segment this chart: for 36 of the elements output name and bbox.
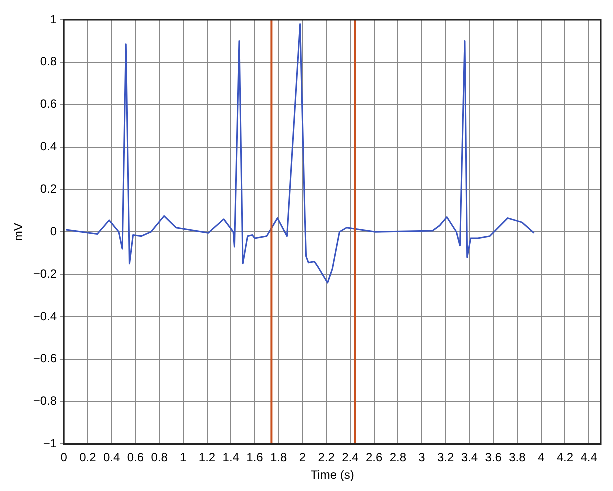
- x-tick-label: 1: [180, 450, 188, 465]
- x-tick-label: 1.8: [270, 450, 288, 465]
- x-tick-label: 1.6: [246, 450, 264, 465]
- y-tick-label: 0.6: [40, 97, 58, 112]
- x-tick-label: 0.8: [151, 450, 168, 465]
- x-tick-label: 3.8: [509, 450, 526, 465]
- x-tick-label: 0: [60, 450, 68, 465]
- x-tick-label: 1.4: [222, 450, 240, 465]
- y-tick-label: 0.2: [40, 182, 58, 196]
- y-tick-label: −0.4: [33, 309, 58, 324]
- y-tick-label: −0.6: [33, 352, 58, 366]
- y-tick-label: 0.8: [40, 54, 58, 69]
- x-tick-label: 3: [418, 450, 426, 465]
- x-tick-label: 2.2: [318, 450, 336, 465]
- x-tick-label: 2.8: [390, 450, 407, 465]
- x-tick-label: 4: [538, 450, 545, 465]
- x-tick-label: 1.2: [198, 450, 216, 465]
- x-tick-label: 3.2: [438, 450, 455, 465]
- x-tick-label: 2.6: [366, 450, 383, 465]
- y-tick-label: 1: [50, 12, 58, 26]
- x-tick-label: 0.2: [80, 450, 97, 465]
- x-tick-label: 2: [299, 450, 306, 465]
- y-tick-label: 0: [50, 224, 58, 238]
- x-tick-label: 4.4: [580, 450, 598, 465]
- x-tick-label: 4.2: [556, 450, 574, 465]
- x-tick-label: 3.4: [461, 450, 478, 465]
- x-tick-label: 3.6: [485, 450, 502, 465]
- y-tick-label: −1: [43, 436, 58, 451]
- y-tick-label: −0.2: [33, 266, 58, 281]
- y-tick-label: 0.4: [40, 140, 58, 154]
- x-tick-label: 0.6: [127, 450, 144, 465]
- y-axis-title: mV: [12, 223, 26, 242]
- x-tick-label: 0.4: [103, 450, 120, 465]
- y-tick-label: −0.8: [33, 394, 58, 408]
- x-axis-title: Time (s): [310, 468, 354, 482]
- x-tick-label: 2.4: [342, 450, 360, 465]
